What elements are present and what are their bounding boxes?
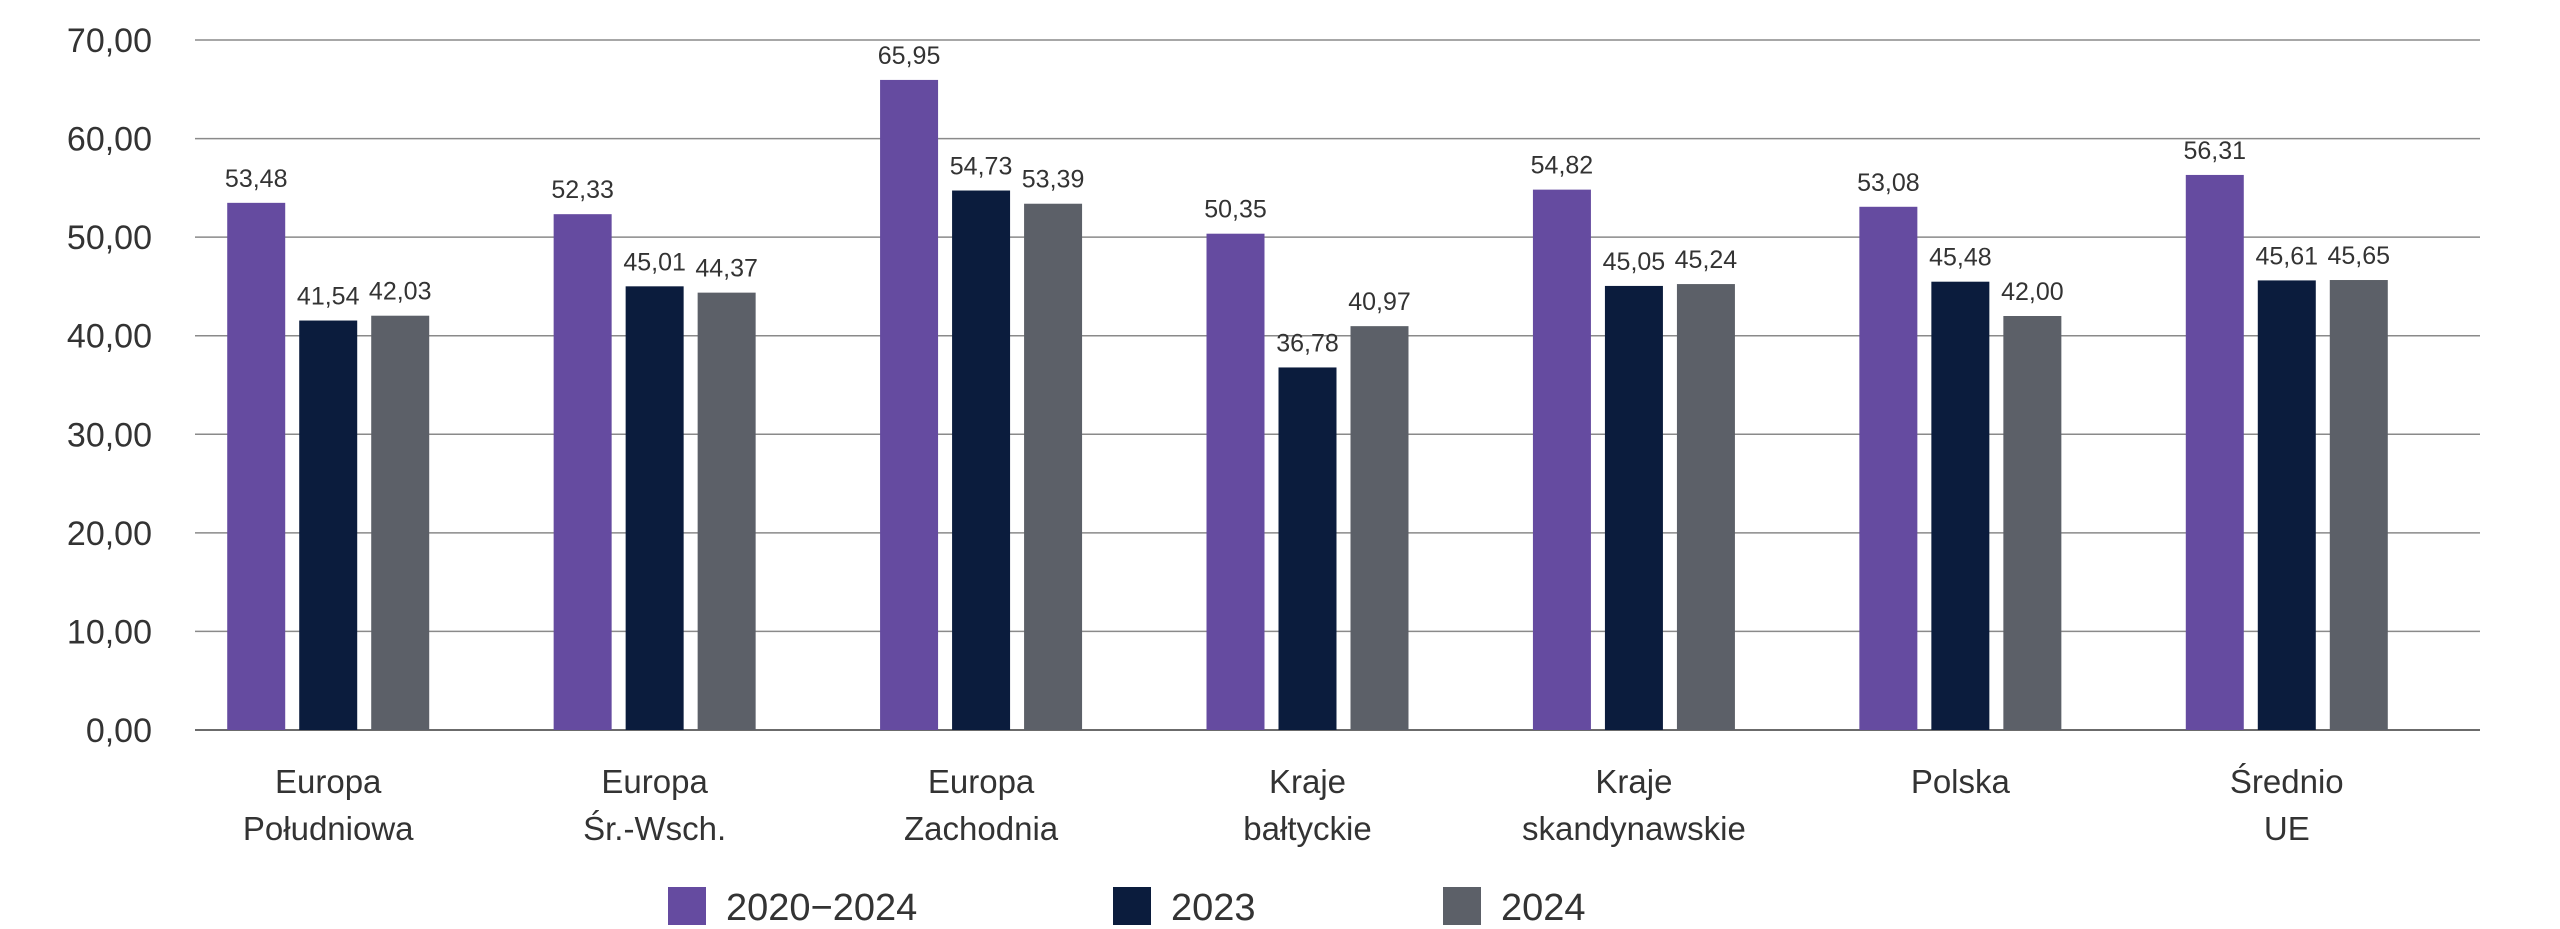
data-label: 42,03 <box>369 278 432 306</box>
data-label: 36,78 <box>1276 329 1339 357</box>
bar <box>2257 280 2316 730</box>
legend-swatch <box>1443 887 1481 925</box>
y-tick-label: 50,00 <box>67 219 152 257</box>
legend-item: 2024 <box>1443 887 1586 929</box>
bar <box>1604 285 1663 730</box>
bar <box>2329 280 2388 730</box>
bar <box>1859 206 1918 731</box>
legend: 2020−2024 2023 2024 <box>668 887 1586 929</box>
legend-item: 2020−2024 <box>668 887 917 929</box>
data-label: 52,33 <box>551 176 614 204</box>
x-tick-label: Europa Śr.-Wsch. <box>583 763 726 847</box>
legend-label: 2023 <box>1171 887 1256 929</box>
x-tick-label: Kraje skandynawskie <box>1522 763 1746 847</box>
y-tick-label: 40,00 <box>67 318 152 356</box>
data-label: 45,65 <box>2328 242 2391 270</box>
x-tick-label: Średnio UE <box>2230 762 2344 847</box>
data-label: 45,48 <box>1929 244 1992 272</box>
value-labels: 53,48 41,54 42,03 52,33 45,01 44,37 65,95 54,73… <box>225 42 2390 358</box>
legend-label: 2020−2024 <box>726 887 917 929</box>
data-label: 65,95 <box>878 42 941 70</box>
bar <box>1532 189 1591 731</box>
bar <box>2185 174 2244 731</box>
bars <box>227 79 2388 731</box>
grid <box>195 39 2480 731</box>
bar <box>1206 233 1265 730</box>
data-label: 53,39 <box>1022 166 1085 194</box>
bar <box>1278 367 1337 730</box>
bar <box>299 320 358 730</box>
legend-item: 2023 <box>1113 887 1256 929</box>
data-label: 54,73 <box>950 153 1013 181</box>
bar <box>625 286 684 730</box>
bar <box>880 79 939 730</box>
legend-swatch <box>1113 887 1151 925</box>
bar <box>1024 203 1083 730</box>
y-tick-label: 30,00 <box>67 416 152 454</box>
data-label: 54,82 <box>1531 152 1594 180</box>
data-label: 41,54 <box>297 283 360 311</box>
bar <box>2003 316 2062 730</box>
data-label: 53,48 <box>225 165 288 193</box>
data-label: 45,61 <box>2256 242 2319 270</box>
data-label: 45,05 <box>1603 248 1666 276</box>
x-tick-label: Polska <box>1911 763 2011 800</box>
y-tick-label: 0,00 <box>86 712 152 750</box>
category-labels: Europa Południowa Europa Śr.-Wsch. Europa Zac… <box>243 762 2344 847</box>
x-tick-label: Europa Zachodnia <box>904 763 1059 847</box>
y-axis-ticks: 0,00 10,00 20,00 30,00 40,00 50,00 60,00 70,00 <box>67 22 152 750</box>
legend-swatch <box>668 887 706 925</box>
bar <box>371 315 430 730</box>
y-tick-label: 60,00 <box>67 121 152 159</box>
data-label: 44,37 <box>695 255 758 283</box>
y-tick-label: 10,00 <box>67 613 152 651</box>
x-tick-label: Europa Południowa <box>243 763 414 847</box>
bar <box>952 190 1011 731</box>
data-label: 56,31 <box>2184 137 2247 165</box>
data-label: 53,08 <box>1857 169 1920 197</box>
bar <box>1350 326 1409 730</box>
data-label: 50,35 <box>1204 196 1267 224</box>
y-tick-label: 20,00 <box>67 515 152 553</box>
bar <box>697 292 756 730</box>
data-label: 45,24 <box>1675 246 1738 274</box>
data-label: 45,01 <box>623 248 686 276</box>
legend-label: 2024 <box>1501 887 1586 929</box>
data-label: 40,97 <box>1348 288 1411 316</box>
y-tick-label: 70,00 <box>67 22 152 60</box>
bar <box>1676 284 1735 730</box>
bar <box>227 202 286 731</box>
bar <box>1931 281 1990 730</box>
x-tick-label: Kraje bałtyckie <box>1243 763 1371 847</box>
bar <box>553 214 612 730</box>
data-label: 42,00 <box>2001 278 2064 306</box>
